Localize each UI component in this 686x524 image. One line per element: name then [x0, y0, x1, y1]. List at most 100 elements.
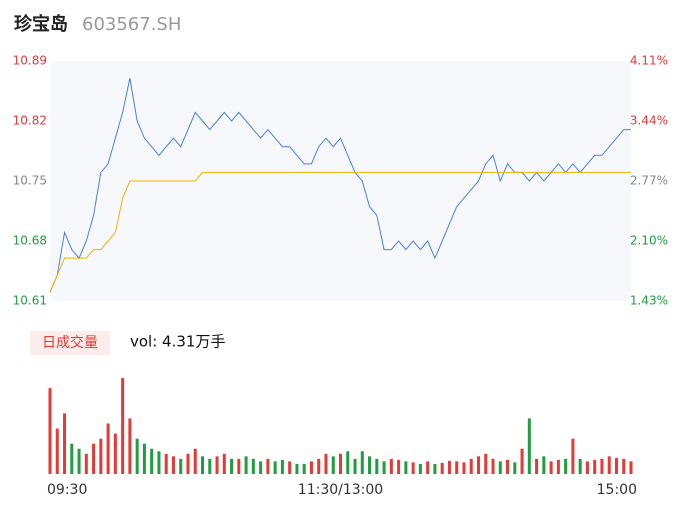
volume-bar	[426, 461, 430, 474]
volume-bar	[157, 451, 161, 474]
volume-bar	[222, 453, 226, 474]
volume-bar	[382, 461, 386, 474]
volume-bar	[585, 461, 589, 474]
y2-tick-label: 1.43%	[630, 294, 668, 308]
volume-bar	[215, 456, 219, 474]
volume-bar	[368, 456, 372, 474]
price-line	[49, 78, 631, 293]
volume-bar	[556, 459, 560, 474]
volume-bar	[230, 458, 234, 474]
y-tick-label: 10.75	[13, 174, 47, 188]
volume-bar	[70, 443, 74, 474]
volume-bar	[571, 438, 575, 474]
volume-bar	[273, 461, 277, 474]
x-tick-label: 11:30/13:00	[298, 482, 383, 498]
volume-bar	[339, 453, 342, 474]
volume-bar	[208, 458, 212, 474]
volume-label-bg	[30, 331, 110, 355]
volume-bar	[179, 458, 183, 474]
volume-bar	[193, 448, 197, 474]
volume-bar	[520, 448, 524, 474]
volume-total: vol: 4.31万手	[130, 333, 225, 351]
volume-bar	[542, 456, 546, 474]
volume-bar	[397, 459, 401, 474]
y2-tick-label: 3.44%	[630, 114, 668, 128]
volume-bar	[564, 458, 568, 474]
volume-bar	[389, 458, 393, 474]
volume-title: 日成交量	[42, 334, 98, 351]
volume-bar	[171, 456, 175, 474]
y-tick-label: 10.61	[13, 294, 47, 308]
volume-bar	[535, 458, 539, 474]
volume-bar	[614, 457, 618, 474]
stock-name: 珍宝岛	[14, 13, 68, 35]
volume-bar	[622, 458, 626, 474]
y2-tick-label: 4.11%	[630, 54, 668, 68]
y-tick-label: 10.68	[13, 234, 47, 248]
volume-bar	[121, 378, 125, 474]
volume-bar	[150, 448, 154, 474]
volume-bar	[295, 463, 299, 474]
volume-bar	[447, 460, 451, 474]
volume-bar	[455, 461, 459, 474]
stock-code: 603567.SH	[82, 14, 181, 35]
volume-bar	[302, 463, 306, 474]
volume-bar	[353, 458, 357, 474]
y2-tick-label: 2.77%	[630, 174, 668, 188]
volume-bar	[63, 413, 67, 474]
volume-bar	[600, 458, 604, 474]
volume-bar	[309, 461, 313, 474]
volume-bar	[418, 463, 422, 474]
volume-bar	[629, 461, 633, 474]
volume-bar	[527, 418, 531, 474]
volume-bar	[331, 456, 335, 474]
volume-bar	[346, 451, 350, 474]
volume-bar	[99, 438, 103, 474]
volume-bar	[491, 458, 495, 474]
volume-bar	[142, 443, 146, 474]
volume-bar	[186, 453, 190, 474]
x-tick-label: 15:00	[597, 482, 637, 498]
volume-bar	[135, 438, 139, 474]
volume-bar	[324, 453, 328, 474]
volume-bar	[259, 461, 263, 474]
volume-bar	[593, 459, 597, 474]
y-tick-label: 10.82	[13, 114, 47, 128]
volume-bar	[266, 458, 270, 474]
volume-bar	[476, 456, 480, 474]
volume-bar	[84, 453, 88, 474]
volume-bar	[106, 423, 110, 474]
volume-bar	[578, 458, 582, 474]
volume-bar	[113, 433, 117, 474]
volume-bar	[237, 458, 241, 474]
volume-bar	[251, 458, 255, 474]
x-tick-label: 09:30	[47, 482, 87, 498]
volume-bar	[317, 458, 321, 474]
y-tick-label: 10.89	[13, 54, 47, 68]
volume-bar	[375, 458, 379, 474]
volume-bar	[549, 461, 553, 474]
y2-tick-label: 2.10%	[630, 234, 668, 248]
volume-bar	[360, 451, 364, 474]
volume-bar	[513, 462, 517, 474]
volume-bar	[244, 456, 248, 474]
volume-bar	[506, 459, 510, 474]
volume-bar	[433, 463, 437, 474]
volume-bar	[469, 458, 473, 474]
volume-bar	[201, 456, 205, 474]
volume-bar	[288, 461, 292, 474]
volume-bar	[440, 462, 444, 474]
volume-bar	[462, 462, 466, 474]
volume-bar	[48, 388, 52, 474]
volume-bar	[498, 461, 502, 474]
volume-bar	[607, 456, 611, 474]
price-line	[49, 171, 631, 293]
volume-bar	[280, 459, 284, 474]
volume-bar	[77, 448, 81, 474]
volume-bar	[484, 453, 488, 474]
volume-bar	[164, 453, 168, 474]
volume-bar	[128, 418, 132, 474]
volume-bar	[411, 462, 415, 474]
volume-bar	[404, 461, 408, 474]
